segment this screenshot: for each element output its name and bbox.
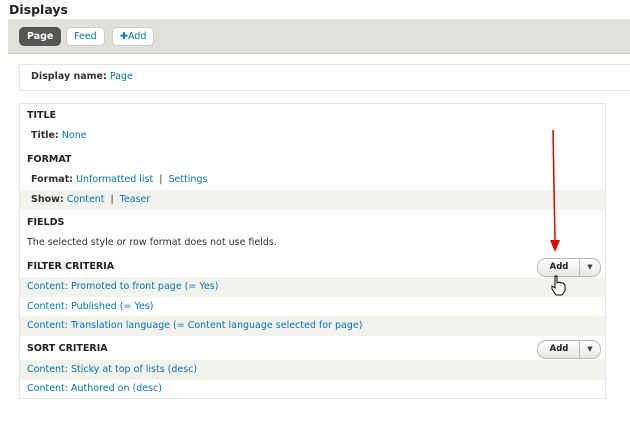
display-name-link[interactable]: Page [109, 71, 133, 82]
filter-heading: FILTER CRITERIA [27, 261, 115, 272]
format-settings-link[interactable]: Settings [168, 174, 208, 185]
sort-heading: SORT CRITERIA [27, 343, 108, 354]
format-heading: FORMAT [27, 154, 72, 165]
filter-item[interactable]: Content: Published (= Yes) [27, 301, 154, 312]
sort-item[interactable]: Content: Authored on (desc) [27, 383, 162, 394]
chevron-down-icon[interactable]: ▼ [579, 259, 600, 276]
title-link[interactable]: None [61, 130, 87, 141]
display-name-panel: Display name: Page [19, 64, 630, 91]
tab-page[interactable]: Page [19, 27, 62, 46]
filter-add-button[interactable]: Add ▼ [537, 258, 601, 277]
display-tabs-bar: Page Feed ✚Add [8, 19, 630, 54]
tab-feed[interactable]: Feed [66, 27, 105, 46]
hand-cursor-icon [551, 275, 566, 296]
show-link[interactable]: Content [66, 194, 105, 205]
page-title: Displays [9, 2, 68, 17]
title-heading: TITLE [27, 110, 57, 121]
filter-item[interactable]: Content: Promoted to front page (= Yes) [27, 281, 219, 292]
teaser-link[interactable]: Teaser [119, 194, 151, 205]
fields-description: The selected style or row format does no… [27, 237, 277, 248]
display-settings-panel: TITLE Title: None FORMAT Format: Unforma… [19, 103, 606, 399]
filter-item[interactable]: Content: Translation language (= Content… [27, 320, 363, 331]
fields-heading: FIELDS [27, 217, 65, 228]
add-display-button[interactable]: ✚Add [112, 27, 155, 46]
plus-icon: ✚ [120, 31, 128, 42]
sort-item[interactable]: Content: Sticky at top of lists (desc) [27, 364, 198, 375]
format-link[interactable]: Unformatted list [76, 174, 154, 185]
chevron-down-icon[interactable]: ▼ [579, 341, 600, 358]
sort-add-button[interactable]: Add ▼ [537, 340, 601, 359]
